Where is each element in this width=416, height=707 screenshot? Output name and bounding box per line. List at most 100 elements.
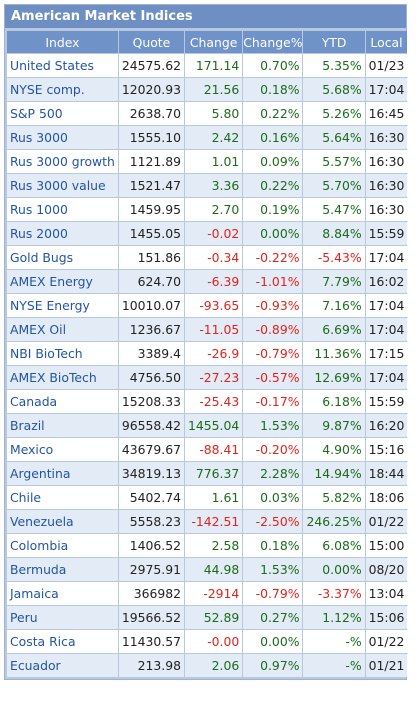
- index-name-link[interactable]: Mexico: [7, 438, 118, 461]
- index-name-link[interactable]: Costa Rica: [7, 630, 118, 653]
- change-cell: 2.42: [185, 126, 243, 149]
- quote-cell: 12020.93: [118, 78, 185, 101]
- index-name-link[interactable]: Ecuador: [7, 654, 118, 677]
- local-time-cell: 16:30: [365, 126, 408, 149]
- change-pct-cell: -0.93%: [243, 294, 303, 317]
- table-row[interactable]: NBI BioTech 3389.4 -26.9 -0.79% 11.36% 17:15: [7, 342, 408, 365]
- table-row[interactable]: Ecuador 213.98 2.06 0.97% -% 01/21: [7, 654, 408, 677]
- table-row[interactable]: Rus 3000 value 1521.47 3.36 0.22% 5.70% 16:30: [7, 174, 408, 197]
- table-body: United States 24575.62 171.14 0.70% 5.35% 01/…: [7, 54, 408, 677]
- table-row[interactable]: NYSE comp. 12020.93 21.56 0.18% 5.68% 17:04: [7, 78, 408, 101]
- local-time-cell: 17:04: [365, 294, 408, 317]
- ytd-cell: 12.69%: [303, 366, 365, 389]
- table-row[interactable]: Colombia 1406.52 2.58 0.18% 6.08% 15:00: [7, 534, 408, 557]
- table-row[interactable]: AMEX Energy 624.70 -6.39 -1.01% 7.79% 16:02: [7, 270, 408, 293]
- change-pct-cell: 0.18%: [243, 534, 303, 557]
- local-time-cell: 16:30: [365, 150, 408, 173]
- index-name-link[interactable]: Brazil: [7, 414, 118, 437]
- quote-cell: 151.86: [118, 246, 185, 269]
- ytd-cell: 6.69%: [303, 318, 365, 341]
- change-pct-cell: 0.19%: [243, 198, 303, 221]
- index-name-link[interactable]: Rus 3000: [7, 126, 118, 149]
- ytd-cell: 5.82%: [303, 486, 365, 509]
- ytd-cell: 0.00%: [303, 558, 365, 581]
- change-cell: 171.14: [185, 54, 243, 77]
- column-header-ytd[interactable]: YTD: [303, 31, 365, 53]
- local-time-cell: 16:02: [365, 270, 408, 293]
- quote-cell: 366982: [118, 582, 185, 605]
- index-name-link[interactable]: Colombia: [7, 534, 118, 557]
- table-row[interactable]: Mexico 43679.67 -88.41 -0.20% 4.90% 15:16: [7, 438, 408, 461]
- local-time-cell: 16:20: [365, 414, 408, 437]
- table-row[interactable]: Rus 1000 1459.95 2.70 0.19% 5.47% 16:30: [7, 198, 408, 221]
- table-row[interactable]: Bermuda 2975.91 44.98 1.53% 0.00% 08/20: [7, 558, 408, 581]
- index-name-link[interactable]: Argentina: [7, 462, 118, 485]
- table-row[interactable]: Brazil 96558.42 1455.04 1.53% 9.87% 16:20: [7, 414, 408, 437]
- change-cell: -0.00: [185, 630, 243, 653]
- change-cell: 3.36: [185, 174, 243, 197]
- ytd-cell: -5.43%: [303, 246, 365, 269]
- index-name-link[interactable]: NYSE comp.: [7, 78, 118, 101]
- index-name-link[interactable]: S&P 500: [7, 102, 118, 125]
- index-name-link[interactable]: Rus 2000: [7, 222, 118, 245]
- quote-cell: 4756.50: [118, 366, 185, 389]
- quote-cell: 34819.13: [118, 462, 185, 485]
- index-name-link[interactable]: Rus 3000 growth: [7, 150, 118, 173]
- table-row[interactable]: Venezuela 5558.23 -142.51 -2.50% 246.25% 01/2…: [7, 510, 408, 533]
- change-pct-cell: -1.01%: [243, 270, 303, 293]
- table-row[interactable]: Jamaica 366982 -2914 -0.79% -3.37% 13:04: [7, 582, 408, 605]
- column-header-local[interactable]: Local: [365, 31, 408, 53]
- table-row[interactable]: Rus 2000 1455.05 -0.02 0.00% 8.84% 15:59: [7, 222, 408, 245]
- index-name-link[interactable]: Chile: [7, 486, 118, 509]
- index-name-link[interactable]: Gold Bugs: [7, 246, 118, 269]
- column-header-change-pct[interactable]: Change%: [243, 31, 303, 53]
- index-name-link[interactable]: Rus 3000 value: [7, 174, 118, 197]
- index-name-link[interactable]: NBI BioTech: [7, 342, 118, 365]
- column-header-quote[interactable]: Quote: [118, 31, 185, 53]
- change-pct-cell: 0.97%: [243, 654, 303, 677]
- index-name-link[interactable]: Jamaica: [7, 582, 118, 605]
- table-row[interactable]: Argentina 34819.13 776.37 2.28% 14.94% 18:44: [7, 462, 408, 485]
- change-pct-cell: -0.57%: [243, 366, 303, 389]
- index-name-link[interactable]: NYSE Energy: [7, 294, 118, 317]
- table-row[interactable]: Canada 15208.33 -25.43 -0.17% 6.18% 15:59: [7, 390, 408, 413]
- table-row[interactable]: Chile 5402.74 1.61 0.03% 5.82% 18:06: [7, 486, 408, 509]
- quote-cell: 96558.42: [118, 414, 185, 437]
- local-time-cell: 15:59: [365, 390, 408, 413]
- table-row[interactable]: S&P 500 2638.70 5.80 0.22% 5.26% 16:45: [7, 102, 408, 125]
- index-name-link[interactable]: AMEX BioTech: [7, 366, 118, 389]
- table-row[interactable]: AMEX BioTech 4756.50 -27.23 -0.57% 12.69% 17:…: [7, 366, 408, 389]
- column-header-change[interactable]: Change: [185, 31, 243, 53]
- table-row[interactable]: NYSE Energy 10010.07 -93.65 -0.93% 7.16% 17:0…: [7, 294, 408, 317]
- table-header-row: Index Quote Change Change% YTD Local: [7, 31, 408, 53]
- table-row[interactable]: United States 24575.62 171.14 0.70% 5.35% 01/…: [7, 54, 408, 77]
- local-time-cell: 01/22: [365, 630, 408, 653]
- index-name-link[interactable]: Bermuda: [7, 558, 118, 581]
- local-time-cell: 18:44: [365, 462, 408, 485]
- table-row[interactable]: Rus 3000 1555.10 2.42 0.16% 5.64% 16:30: [7, 126, 408, 149]
- table-row[interactable]: Peru 19566.52 52.89 0.27% 1.12% 15:06: [7, 606, 408, 629]
- index-name-link[interactable]: AMEX Energy: [7, 270, 118, 293]
- local-time-cell: 17:15: [365, 342, 408, 365]
- ytd-cell: 5.47%: [303, 198, 365, 221]
- index-name-link[interactable]: AMEX Oil: [7, 318, 118, 341]
- change-cell: 21.56: [185, 78, 243, 101]
- index-name-link[interactable]: Canada: [7, 390, 118, 413]
- index-name-link[interactable]: Venezuela: [7, 510, 118, 533]
- change-pct-cell: 0.16%: [243, 126, 303, 149]
- table-row[interactable]: Gold Bugs 151.86 -0.34 -0.22% -5.43% 17:04: [7, 246, 408, 269]
- table-row[interactable]: Costa Rica 11430.57 -0.00 0.00% -% 01/22: [7, 630, 408, 653]
- table-row[interactable]: Rus 3000 growth 1121.89 1.01 0.09% 5.57% 16:3…: [7, 150, 408, 173]
- index-name-link[interactable]: Peru: [7, 606, 118, 629]
- change-pct-cell: 0.22%: [243, 102, 303, 125]
- index-name-link[interactable]: United States: [7, 54, 118, 77]
- change-pct-cell: 0.27%: [243, 606, 303, 629]
- local-time-cell: 16:30: [365, 198, 408, 221]
- index-name-link[interactable]: Rus 1000: [7, 198, 118, 221]
- change-cell: 1.01: [185, 150, 243, 173]
- quote-cell: 1406.52: [118, 534, 185, 557]
- quote-cell: 1121.89: [118, 150, 185, 173]
- table-row[interactable]: AMEX Oil 1236.67 -11.05 -0.89% 6.69% 17:04: [7, 318, 408, 341]
- column-header-index[interactable]: Index: [7, 31, 118, 53]
- change-cell: -11.05: [185, 318, 243, 341]
